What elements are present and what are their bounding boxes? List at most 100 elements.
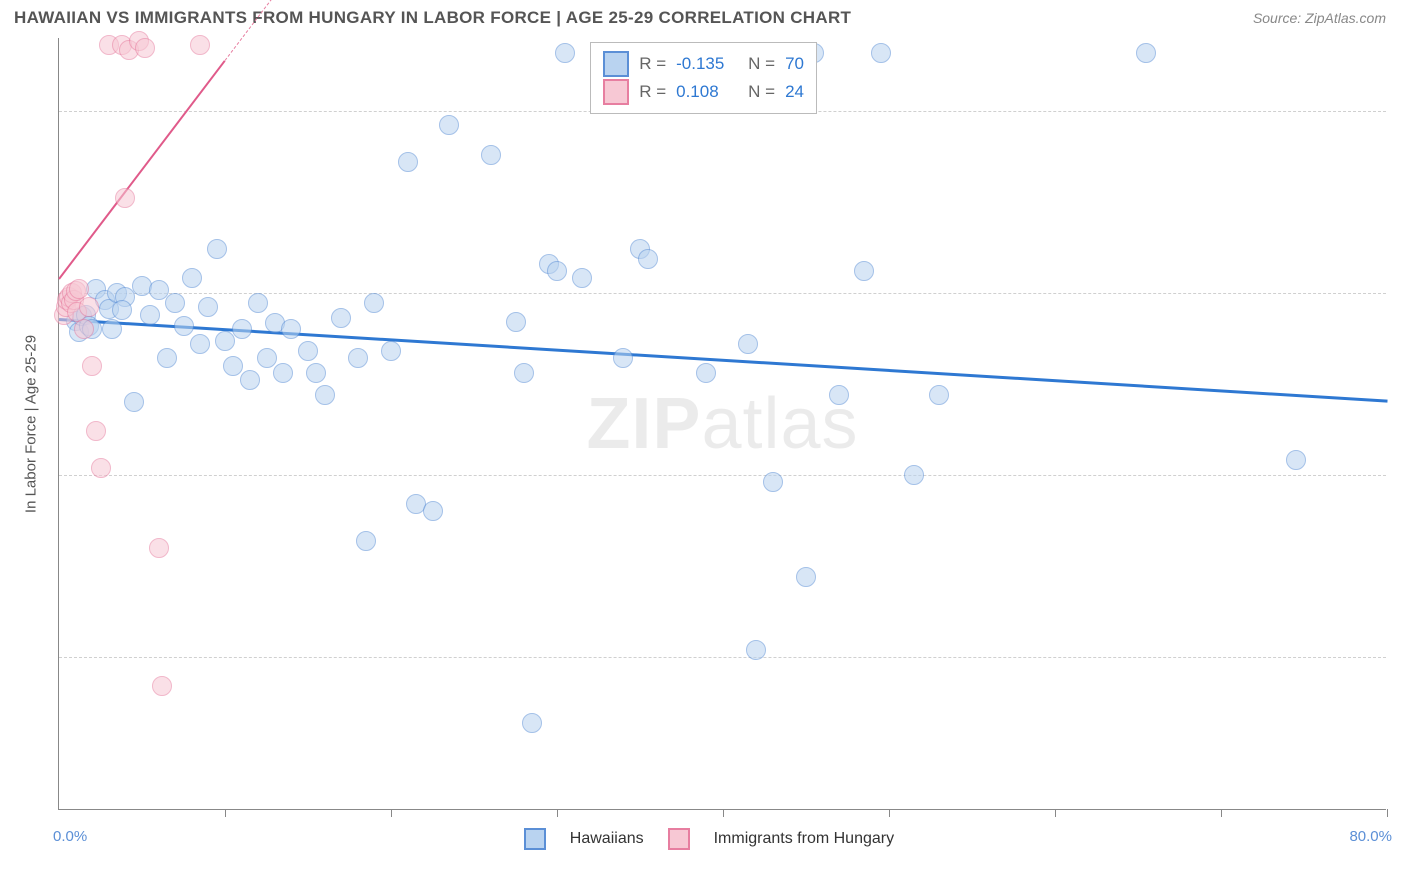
gridline (59, 475, 1386, 476)
data-point (69, 279, 89, 299)
data-point (198, 297, 218, 317)
chart-header: HAWAIIAN VS IMMIGRANTS FROM HUNGARY IN L… (0, 0, 1406, 34)
data-point (298, 341, 318, 361)
data-point (423, 501, 443, 521)
data-point (232, 319, 252, 339)
data-point (763, 472, 783, 492)
data-point (398, 152, 418, 172)
gridline (59, 657, 1386, 658)
legend-n-label: N = (748, 82, 775, 102)
y-tick-label: 62.5% (1396, 649, 1406, 666)
legend-r-label: R = (639, 54, 666, 74)
x-axis-max-label: 80.0% (1349, 828, 1392, 845)
data-point (613, 348, 633, 368)
data-point (1286, 450, 1306, 470)
data-point (102, 319, 122, 339)
data-point (281, 319, 301, 339)
x-tick (1387, 809, 1388, 817)
data-point (871, 43, 891, 63)
legend-n-value: 70 (785, 54, 804, 74)
data-point (149, 538, 169, 558)
x-tick (723, 809, 724, 817)
x-axis-min-label: 0.0% (53, 828, 87, 845)
correlation-legend: R = -0.135 N = 70R = 0.108 N = 24 (590, 42, 817, 114)
legend-row: R = -0.135 N = 70 (603, 51, 804, 77)
y-tick-label: 75.0% (1396, 466, 1406, 483)
chart-source: Source: ZipAtlas.com (1253, 10, 1386, 26)
data-point (439, 115, 459, 135)
data-point (1136, 43, 1156, 63)
legend-row: R =0.108N =24 (603, 79, 804, 105)
data-point (904, 465, 924, 485)
x-tick (1221, 809, 1222, 817)
data-point (514, 363, 534, 383)
plot-wrap: In Labor Force | Age 25-29 ZIPatlas 62.5… (14, 38, 1392, 810)
data-point (140, 305, 160, 325)
scatter-plot: In Labor Force | Age 25-29 ZIPatlas 62.5… (58, 38, 1386, 810)
legend-swatch (524, 828, 546, 850)
data-point (364, 293, 384, 313)
legend-n-value: 24 (785, 82, 804, 102)
data-point (829, 385, 849, 405)
legend-series-name: Hawaiians (570, 830, 644, 848)
data-point (638, 249, 658, 269)
data-point (854, 261, 874, 281)
data-point (240, 370, 260, 390)
data-point (555, 43, 575, 63)
data-point (306, 363, 326, 383)
legend-swatch (603, 79, 629, 105)
y-axis-label: In Labor Force | Age 25-29 (23, 334, 40, 512)
legend-n-label: N = (748, 54, 775, 74)
data-point (481, 145, 501, 165)
data-point (796, 567, 816, 587)
data-point (547, 261, 567, 281)
data-point (315, 385, 335, 405)
data-point (91, 458, 111, 478)
data-point (506, 312, 526, 332)
data-point (257, 348, 277, 368)
data-point (135, 38, 155, 58)
trend-line (58, 60, 226, 280)
data-point (112, 300, 132, 320)
data-point (348, 348, 368, 368)
data-point (207, 239, 227, 259)
chart-title: HAWAIIAN VS IMMIGRANTS FROM HUNGARY IN L… (14, 8, 851, 28)
x-tick (225, 809, 226, 817)
x-tick (889, 809, 890, 817)
data-point (522, 713, 542, 733)
watermark: ZIPatlas (586, 383, 858, 465)
legend-r-value: 0.108 (676, 82, 738, 102)
legend-swatch (668, 828, 690, 850)
data-point (182, 268, 202, 288)
data-point (738, 334, 758, 354)
data-point (381, 341, 401, 361)
data-point (86, 421, 106, 441)
legend-r-value: -0.135 (676, 54, 738, 74)
data-point (115, 188, 135, 208)
data-point (190, 334, 210, 354)
x-tick (1055, 809, 1056, 817)
data-point (174, 316, 194, 336)
x-tick (557, 809, 558, 817)
series-legend: HawaiiansImmigrants from Hungary (524, 828, 894, 850)
data-point (248, 293, 268, 313)
x-tick (391, 809, 392, 817)
data-point (331, 308, 351, 328)
data-point (124, 392, 144, 412)
y-tick-label: 87.5% (1396, 284, 1406, 301)
data-point (273, 363, 293, 383)
data-point (82, 356, 102, 376)
legend-swatch (603, 51, 629, 77)
data-point (152, 676, 172, 696)
data-point (165, 293, 185, 313)
data-point (74, 319, 94, 339)
data-point (157, 348, 177, 368)
data-point (696, 363, 716, 383)
y-tick-label: 100.0% (1396, 102, 1406, 119)
data-point (223, 356, 243, 376)
data-point (356, 531, 376, 551)
data-point (746, 640, 766, 660)
data-point (929, 385, 949, 405)
data-point (572, 268, 592, 288)
data-point (190, 35, 210, 55)
